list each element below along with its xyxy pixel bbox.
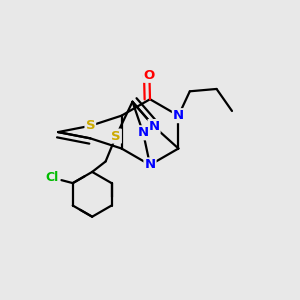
Text: S: S [85, 119, 95, 132]
Text: N: N [138, 126, 149, 139]
Text: N: N [173, 109, 184, 122]
Text: S: S [111, 130, 121, 142]
Text: N: N [148, 120, 160, 133]
Text: N: N [144, 158, 156, 171]
Text: Cl: Cl [46, 171, 59, 184]
Text: O: O [144, 69, 155, 82]
